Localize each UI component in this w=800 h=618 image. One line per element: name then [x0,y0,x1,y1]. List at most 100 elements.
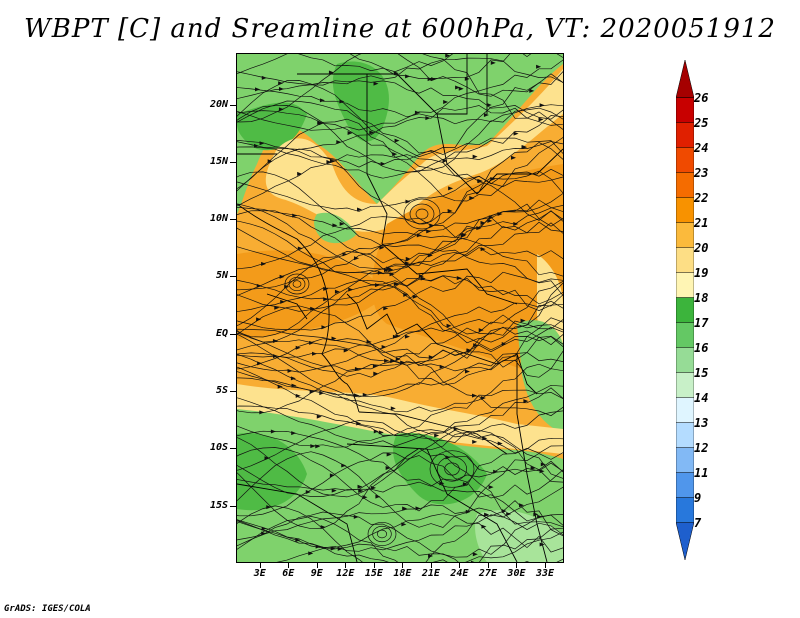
streamline-arrow [540,462,546,467]
streamline-vortex [403,198,441,230]
streamline-arrow [261,261,267,266]
streamline-arrow [362,495,368,500]
streamline-arrow [439,364,445,369]
colorbar-swatch [676,447,694,474]
streamline-arrow [291,431,297,436]
streamline-arrow [539,103,545,108]
streamline-arrow [392,152,398,157]
colorbar-swatch [676,197,694,224]
streamline [237,445,563,512]
streamline [237,54,563,79]
lat-label-10s: 10S [209,442,228,454]
colorbar-label: 25 [694,115,709,130]
streamline-arrow [334,289,340,294]
streamline-arrow [261,526,267,531]
streamline-arrow [539,469,545,474]
lon-label-3e: 3E [253,568,266,579]
streamline-arrow [469,196,475,201]
streamline-arrow [405,199,411,204]
west-coastline [237,203,360,413]
streamline [237,100,563,161]
streamline-arrow [389,272,395,277]
streamline-arrow [373,429,379,434]
streamline-arrow [448,186,454,191]
streamline-arrow [310,444,316,449]
streamline-arrow [287,368,293,373]
streamline-arrow [464,369,470,374]
streamline-arrow [486,103,492,108]
streamline [237,118,563,202]
streamline-arrow [319,98,325,103]
streamline-vortex [288,276,306,292]
streamline [397,54,563,97]
border-south [346,443,518,562]
lat-label-10n: 10N [209,213,228,225]
streamline-arrow [481,524,487,529]
colorbar-swatch [676,347,694,374]
streamline-arrow [386,452,392,457]
border-gabon [266,293,308,320]
colorbar-swatch [676,247,694,274]
colorbar-label: 16 [694,340,709,355]
lon-tick [487,563,489,568]
streamline-arrow [416,233,422,238]
lon-label-6e: 6E [282,568,295,579]
wbpt-field-north-green [237,54,563,214]
streamline [237,141,563,225]
streamline-arrow [480,220,486,225]
streamline-arrow [519,503,525,508]
lon-tick [402,563,404,568]
streamline [237,486,563,552]
streamline [237,305,563,386]
streamline-arrow [315,544,321,549]
streamline [237,54,563,126]
streamline-arrow [331,336,337,341]
lon-tick [316,563,318,568]
streamline-arrow [388,267,394,272]
streamline-vortex [292,280,302,288]
streamline-arrow [378,430,384,435]
streamline-arrow [472,393,478,398]
colorbar-swatch [676,222,694,249]
streamline-arrow [272,339,278,344]
streamline-arrow [447,209,453,214]
colorbar-swatch [676,272,694,299]
border-angola-zambia [358,411,508,455]
streamline [237,519,563,562]
streamline-arrow [319,391,325,396]
streamline-arrow [339,221,345,226]
streamline-arrow [483,113,489,118]
streamline-arrows-layer [254,54,546,562]
lat-tick [230,219,236,221]
streamline-arrow [381,345,387,350]
streamline-arrow [373,371,379,376]
streamline-arrow [453,426,459,431]
streamline-vortex [372,525,392,543]
streamline-arrow [513,222,519,227]
streamline-arrow [280,299,286,304]
streamline-arrow [405,74,411,79]
lat-label-15n: 15N [209,155,228,167]
streamline [237,217,563,291]
streamline [237,451,563,528]
streamline-arrow [487,218,493,223]
streamline-arrow [278,87,284,92]
colorbar-label: 22 [694,190,709,205]
streamline [237,513,563,553]
streamline-arrow [472,154,478,159]
streamline [237,366,563,437]
streamline-arrow [484,512,490,517]
lon-tick [373,563,375,568]
streamline [237,168,563,212]
streamline-arrow [371,485,377,490]
streamline [237,110,563,187]
streamline-arrow [403,292,409,297]
streamline-arrow [520,318,526,323]
streamline-arrow [312,351,318,356]
colorbar-label: 11 [694,465,709,480]
streamline-arrow [278,107,284,112]
streamline-arrow [431,77,437,82]
streamline-arrow [357,484,363,489]
streamline-arrow [309,340,315,345]
streamline-arrow [353,393,359,398]
